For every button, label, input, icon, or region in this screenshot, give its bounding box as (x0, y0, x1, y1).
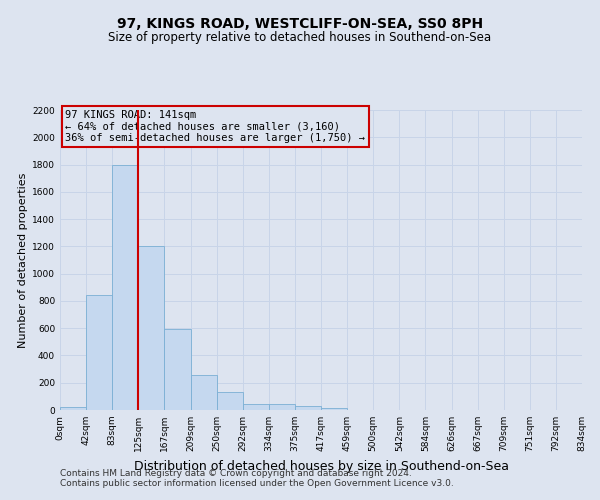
Text: 97, KINGS ROAD, WESTCLIFF-ON-SEA, SS0 8PH: 97, KINGS ROAD, WESTCLIFF-ON-SEA, SS0 8P… (117, 18, 483, 32)
Bar (86, 295, 112, 410)
Text: Contains HM Land Registry data © Crown copyright and database right 2024.: Contains HM Land Registry data © Crown c… (60, 468, 412, 477)
Y-axis label: Number of detached properties: Number of detached properties (18, 172, 28, 348)
Bar (191, 375, 217, 410)
Bar (295, 406, 321, 410)
Bar (321, 408, 347, 410)
Bar (217, 392, 243, 410)
Bar (112, 164, 139, 410)
Bar (164, 329, 191, 410)
Text: 97 KINGS ROAD: 141sqm
← 64% of detached houses are smaller (3,160)
36% of semi-d: 97 KINGS ROAD: 141sqm ← 64% of detached … (65, 110, 365, 143)
Bar (243, 404, 269, 410)
Text: Size of property relative to detached houses in Southend-on-Sea: Size of property relative to detached ho… (109, 32, 491, 44)
Text: Contains public sector information licensed under the Open Government Licence v3: Contains public sector information licen… (60, 478, 454, 488)
Bar (60, 406, 86, 410)
Bar (139, 246, 164, 410)
X-axis label: Distribution of detached houses by size in Southend-on-Sea: Distribution of detached houses by size … (133, 460, 509, 472)
Bar (269, 404, 295, 410)
